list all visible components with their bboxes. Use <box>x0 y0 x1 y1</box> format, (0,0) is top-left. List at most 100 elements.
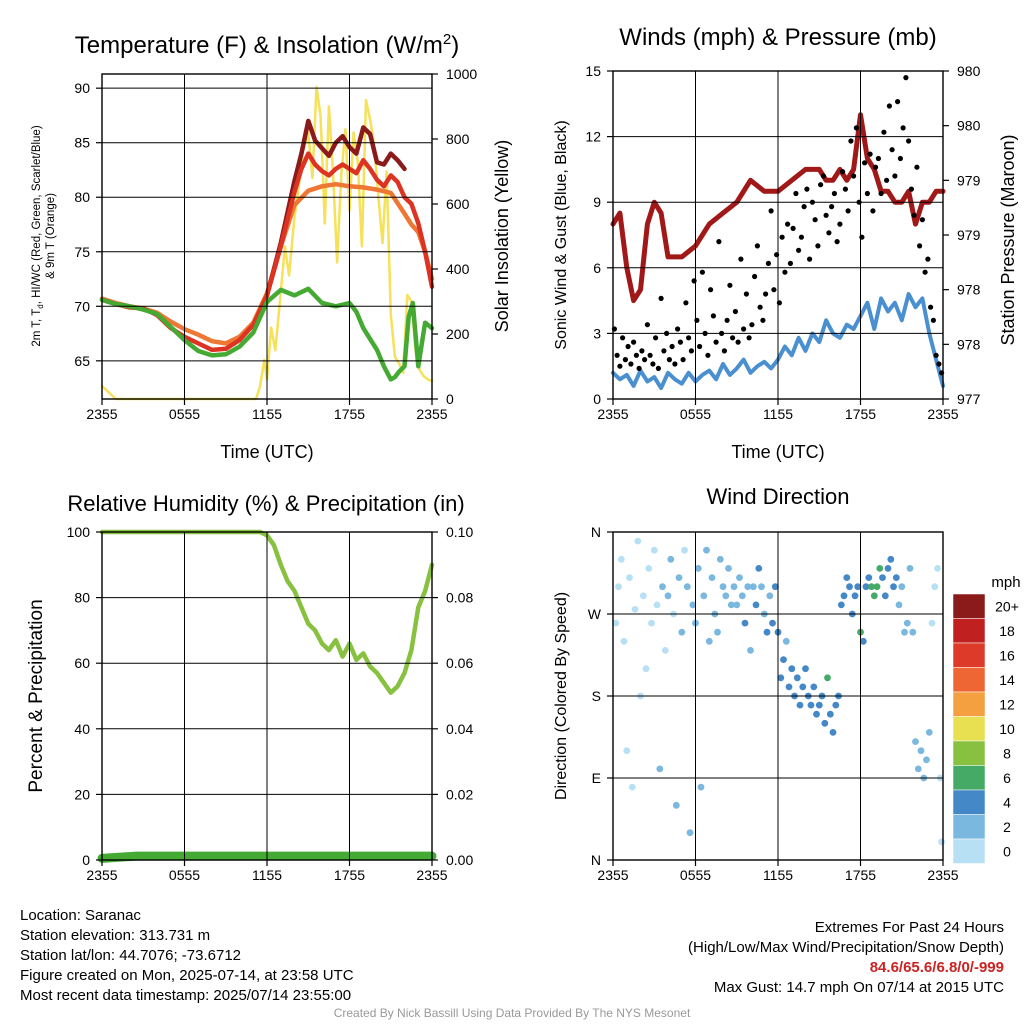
winds-tick-label-y: 12 <box>585 129 601 145</box>
direction-point <box>716 555 724 563</box>
direction-point <box>906 565 914 572</box>
humidity-tick-label-x: 2355 <box>416 867 447 883</box>
precip-tick-label-y2: 0.04 <box>446 721 473 737</box>
wind-gust-point <box>787 260 794 266</box>
wind-gust-point <box>889 147 895 153</box>
wind-gust-point <box>653 335 659 341</box>
direction-tick-label-y: N <box>591 852 601 868</box>
wind-gust-point <box>655 365 662 371</box>
wind-gust-point <box>864 190 871 197</box>
wind-gust-point <box>697 343 703 350</box>
winds-tick-label-x: 2355 <box>927 406 958 422</box>
wind-gust-point <box>633 352 640 358</box>
direction-point <box>689 601 697 609</box>
direction-point <box>727 601 735 609</box>
wind-gust-point <box>840 169 846 175</box>
wind-gust-point <box>837 221 843 227</box>
direction-point <box>909 628 917 636</box>
direction-tick-label-y: W <box>588 606 602 622</box>
direction-point <box>738 592 746 600</box>
temperature-tick-label-y: 90 <box>74 80 90 96</box>
colorbar-swatch <box>952 593 986 619</box>
winds-tick-label-x: 0555 <box>680 406 711 422</box>
location-text: Location: Saranac <box>20 907 141 924</box>
wind-gust-point <box>738 256 744 262</box>
wind-gust-point <box>878 190 884 197</box>
extremes-subtitle: (High/Low/Max Wind/Precipitation/Snow De… <box>688 939 1004 956</box>
wind-gust-point <box>760 317 766 323</box>
direction-point <box>659 583 666 591</box>
humidity-tick-label-y: 80 <box>74 590 90 606</box>
direction-point <box>887 555 895 563</box>
credit-text: Created By Nick Bassill Using Data Provi… <box>333 1006 691 1020</box>
wind-gust-point <box>661 348 667 354</box>
wind-gust-point <box>936 361 942 367</box>
direction-panel: Wind Direction 2355 0555 1155 1755 2355NESWN… <box>553 484 1021 883</box>
wind-gust-point <box>735 339 741 345</box>
wind-gust-point <box>669 343 675 350</box>
wind-gust-point <box>928 304 934 310</box>
direction-point <box>744 583 752 591</box>
winds-panel: Winds (mph) & Pressure (mb) 2355 0555 1155… <box>553 24 1018 462</box>
humidity-axes: 2355 0555 1155 1755 23550204060801000.000.02… <box>67 524 474 883</box>
colorbar-swatch <box>952 667 986 693</box>
direction-point <box>678 628 686 636</box>
direction-point <box>714 628 721 636</box>
humidity-tick-label-x: 1755 <box>334 867 365 883</box>
direction-point <box>642 665 650 673</box>
direction-point <box>810 683 818 691</box>
direction-point <box>656 765 664 773</box>
wind-gust-point <box>754 243 761 249</box>
wind-gust-point <box>757 304 763 310</box>
wind-gust-point <box>666 357 673 363</box>
direction-point <box>793 674 801 682</box>
insolation-tick-label-y2: 200 <box>446 326 470 342</box>
direction-point <box>890 583 897 591</box>
direction-point <box>771 583 779 591</box>
colorbar-swatch <box>952 838 986 864</box>
direction-point <box>628 783 636 791</box>
pressure-tick-label-y2: 978 <box>957 336 981 352</box>
extremes-values: 84.6/65.6/6.8/0/-999 <box>869 959 1004 976</box>
direction-point <box>749 583 757 591</box>
colorbar-swatch <box>952 618 986 644</box>
insolation-tick-label-y2: 400 <box>446 261 470 277</box>
wind-gust-point <box>881 129 887 135</box>
wind-gust-point <box>713 339 719 345</box>
wind-gust-point <box>815 243 821 249</box>
wind-gust-point <box>917 243 923 249</box>
direction-point <box>667 555 675 563</box>
wind-gust-point <box>636 365 642 371</box>
direction-point <box>730 583 738 591</box>
direction-point <box>782 637 790 645</box>
wind-gust-point <box>925 256 931 262</box>
temperature-tick-label-y: 75 <box>74 244 90 260</box>
colorbar-label: 12 <box>999 696 1015 712</box>
wind-gust-point <box>727 282 733 288</box>
direction-point <box>755 565 763 572</box>
pressure-tick-label-y2: 978 <box>957 282 981 298</box>
wind-gust-point <box>647 352 653 358</box>
wind-gust-point <box>914 164 920 170</box>
heat_index-line <box>264 118 407 298</box>
wind-gust-point <box>628 361 634 367</box>
direction-point <box>815 701 823 709</box>
direction-point <box>722 592 730 600</box>
colorbar-label: 14 <box>999 672 1015 688</box>
precip-tick-label-y2: 0.00 <box>446 852 473 868</box>
direction-point <box>661 647 669 654</box>
humidity-tick-label-x: 0555 <box>169 867 200 883</box>
wind-gust-point <box>900 125 906 131</box>
wind-gust-point <box>818 182 824 188</box>
direction-point <box>650 546 658 554</box>
direction-point <box>802 665 809 673</box>
wind-gust-point <box>829 204 835 210</box>
wind-gust-point <box>875 155 882 162</box>
wind-gust-point <box>686 335 692 341</box>
direction-point <box>824 674 831 682</box>
humidity-tick-label-y: 60 <box>74 655 90 671</box>
colorbar-swatch <box>952 740 986 766</box>
wind-gust-point <box>625 343 631 350</box>
wind-gust-point <box>834 239 840 245</box>
direction-point <box>626 574 633 581</box>
